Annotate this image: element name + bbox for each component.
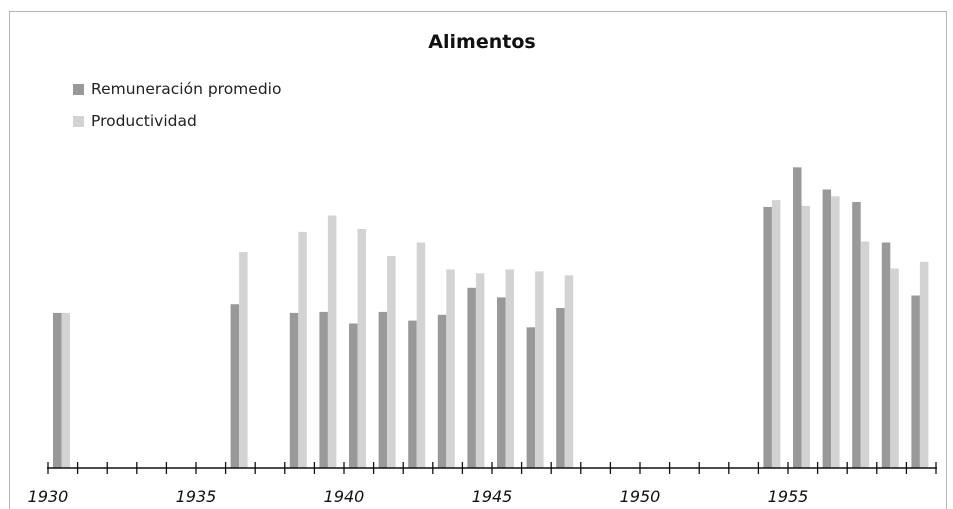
bar-remuneracion-1945 <box>497 297 506 468</box>
legend-label-productividad: Productividad <box>91 112 197 130</box>
bar-productividad-1954 <box>771 200 781 468</box>
bar-productividad-1936 <box>239 252 248 468</box>
bar-remuneracion-1958 <box>881 242 891 468</box>
legend-swatch-productividad <box>73 116 84 127</box>
bar-remuneracion-1943 <box>437 314 447 468</box>
chart-frame <box>9 11 947 509</box>
bar-productividad-1955 <box>801 205 810 468</box>
legend: Remuneración promedio Productividad <box>73 80 281 130</box>
bar-remuneracion-1946 <box>526 327 536 468</box>
bar-productividad-1945 <box>505 269 514 468</box>
bar-remuneracion-1942 <box>408 320 417 468</box>
bar-productividad-1940 <box>357 229 366 468</box>
bar-remuneracion-1954 <box>763 206 772 468</box>
bar-remuneracion-1936 <box>230 304 240 468</box>
bar-remuneracion-1930 <box>53 312 62 468</box>
bar-productividad-1946 <box>535 271 544 468</box>
bar-remuneracion-1959 <box>911 295 920 468</box>
bar-productividad-1938 <box>298 231 307 468</box>
x-tick-label-1945: 1945 <box>472 487 513 506</box>
bar-remuneracion-1957 <box>852 202 861 468</box>
bar-productividad-1942 <box>416 242 426 468</box>
bar-productividad-1943 <box>446 269 455 468</box>
x-tick-label-1935: 1935 <box>176 487 217 506</box>
x-tick-label-1955: 1955 <box>768 487 809 506</box>
legend-label-remuneracion: Remuneración promedio <box>91 80 281 98</box>
bar-remuneracion-1956 <box>822 189 832 468</box>
bar-remuneracion-1947 <box>556 308 565 468</box>
bar-productividad-1956 <box>831 196 840 469</box>
bar-productividad-1958 <box>890 268 899 468</box>
bar-remuneracion-1938 <box>289 312 299 468</box>
x-axis: 1930 1935 1940 1945 1950 1955 <box>28 462 937 506</box>
bar-remuneracion-1955 <box>793 167 802 469</box>
bar-remuneracion-1939 <box>319 311 328 468</box>
bar-remuneracion-1944 <box>467 287 476 468</box>
x-tick-label-1940: 1940 <box>324 487 365 506</box>
bar-productividad-1944 <box>475 273 485 468</box>
bars <box>53 167 929 469</box>
bar-productividad-1947 <box>564 275 574 468</box>
bar-productividad-1959 <box>919 261 929 468</box>
bar-productividad-1941 <box>387 256 396 468</box>
x-tick-label-1930: 1930 <box>28 487 69 506</box>
bar-productividad-1930 <box>61 312 70 468</box>
bar-remuneracion-1941 <box>378 311 388 468</box>
legend-swatch-remuneracion <box>73 84 84 95</box>
bar-productividad-1957 <box>860 241 870 468</box>
x-tick-label-1950: 1950 <box>620 487 661 506</box>
bar-remuneracion-1940 <box>349 323 358 468</box>
bar-productividad-1939 <box>327 215 337 468</box>
chart-title: Alimentos <box>428 31 535 53</box>
